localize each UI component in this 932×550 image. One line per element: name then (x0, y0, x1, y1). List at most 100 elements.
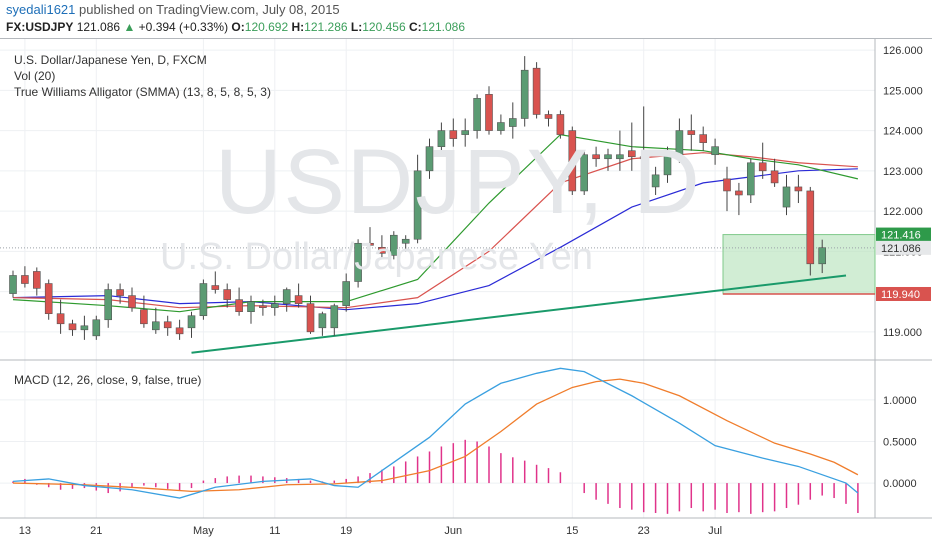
candle (449, 118, 458, 147)
candle (211, 271, 220, 294)
price-tag-background (876, 286, 931, 301)
candle-body (378, 247, 386, 254)
candle-body (770, 170, 779, 184)
candle (818, 239, 827, 274)
candle-body (247, 301, 255, 313)
macd-pane[interactable] (12, 367, 859, 514)
candle-body (818, 247, 827, 265)
candle-body (735, 190, 743, 196)
candle (32, 267, 41, 296)
open-value: 120.692 (244, 20, 289, 34)
candle-body (687, 130, 696, 135)
candle-body (663, 154, 672, 176)
candle-body (746, 162, 755, 196)
quote-line: FX:USDJPY 121.086 ▲ +0.394 (+0.33%) O:12… (6, 20, 465, 34)
candle-body (782, 186, 791, 208)
price-tick-label: 125.000 (883, 85, 923, 97)
candle-body (140, 309, 148, 325)
publish-line: syedali1621 published on TradingView.com… (6, 2, 340, 17)
candle (354, 239, 362, 288)
candle-body (306, 303, 315, 333)
candle-body (44, 283, 53, 315)
candle (461, 118, 470, 147)
price-tag-label: 121.086 (881, 243, 921, 255)
candle-body (794, 186, 803, 192)
candle-body (616, 154, 624, 160)
candle-body (342, 281, 351, 306)
candle (247, 295, 255, 324)
candle (485, 86, 493, 135)
candle (687, 114, 696, 151)
candle-body (568, 130, 577, 192)
candle (497, 114, 505, 135)
macd-line (12, 367, 859, 499)
candle (532, 62, 541, 119)
candle-body (282, 289, 291, 304)
candle-body (461, 130, 470, 135)
low-value: 120.456 (362, 20, 406, 34)
candle-body (9, 275, 17, 294)
candle (473, 94, 481, 139)
trend-line (191, 274, 847, 354)
candle (711, 138, 719, 165)
price-tag-background (876, 240, 931, 255)
candle (342, 273, 351, 312)
candle-body (699, 134, 708, 143)
candle-body (330, 305, 339, 329)
candle-body (116, 289, 124, 296)
price-tick-label: 122.000 (883, 206, 923, 218)
author-link[interactable]: syedali1621 (6, 2, 76, 17)
candle (44, 279, 53, 320)
name-watermark: U.S. Dollar/Japanese Yen (160, 236, 594, 278)
candle (152, 307, 160, 334)
candle (616, 130, 624, 171)
candle (723, 166, 731, 212)
candle-body (497, 122, 505, 131)
candle-body (651, 174, 660, 188)
chart-canvas[interactable]: 126.000 125.000 124.000 123.000 122.000 121.0… (0, 38, 932, 550)
candle-body (592, 154, 600, 160)
candle (223, 283, 231, 308)
candle (568, 126, 577, 195)
candle (425, 138, 434, 179)
candle (508, 102, 517, 139)
candle-body (175, 327, 184, 335)
candle (259, 299, 267, 316)
chart-header: syedali1621 published on TradingView.com… (0, 0, 932, 38)
candle-body (56, 313, 65, 325)
time-tick-label: Jul (708, 525, 722, 537)
candle (413, 154, 422, 244)
candle-body (366, 242, 374, 246)
candle-body (92, 319, 101, 337)
candle (199, 279, 208, 320)
candle-body (806, 190, 815, 265)
up-arrow-icon: ▲ (123, 20, 136, 34)
high-label: H: (291, 20, 305, 34)
price-tick-label: 124.000 (883, 126, 923, 138)
candle-body (437, 130, 446, 147)
time-tick-label: 19 (340, 525, 352, 537)
legend-volume: Vol (20) (14, 69, 56, 83)
candle-body (532, 67, 541, 115)
candle (794, 174, 803, 204)
candle (806, 186, 815, 276)
candle-body (104, 289, 112, 321)
time-tick-label: 23 (638, 525, 650, 537)
candle-body (401, 238, 410, 244)
candle-body (128, 295, 136, 308)
price-tag-label: 119.940 (881, 289, 920, 301)
candle-body (223, 289, 231, 300)
candle-body (413, 170, 422, 240)
price-pane[interactable] (0, 56, 876, 354)
candle (782, 174, 791, 216)
symbol-label[interactable]: FX:USDJPY (6, 20, 74, 34)
candle-body (68, 323, 77, 331)
candle (306, 295, 315, 334)
candle (401, 235, 410, 252)
candle (378, 235, 386, 258)
candle-body (199, 283, 208, 317)
candle-body (508, 118, 517, 127)
candle (758, 142, 767, 179)
candle-body (152, 321, 160, 331)
candle (651, 166, 660, 195)
